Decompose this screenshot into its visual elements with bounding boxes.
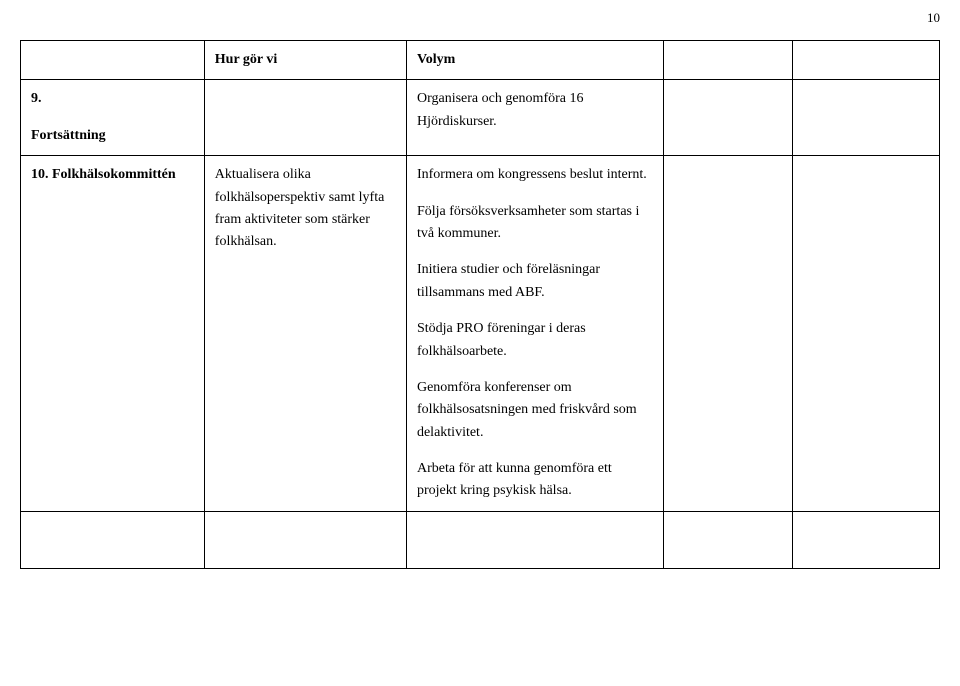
document-table-wrap: Hur gör vi Volym 9.Fortsättning Organiser… — [0, 0, 960, 589]
table-cell: 10. Folkhälsokommittén — [21, 156, 205, 512]
table-cell — [792, 511, 939, 568]
table-row — [21, 511, 940, 568]
table-cell — [664, 156, 793, 512]
page-number: 10 — [927, 10, 940, 26]
table-header-cell — [664, 41, 793, 80]
table-header-cell — [21, 41, 205, 80]
table-row: 9.Fortsättning Organisera och genomföra 1… — [21, 80, 940, 156]
table-cell — [664, 80, 793, 156]
table-header-cell — [792, 41, 939, 80]
table-row: 10. FolkhälsokommitténAktualisera olika … — [21, 156, 940, 512]
table-cell: Aktualisera olika folkhälsoperspektiv sa… — [204, 156, 406, 512]
table-header-cell: Hur gör vi — [204, 41, 406, 80]
table-cell: Organisera och genomföra 16 Hjördiskurse… — [406, 80, 663, 156]
table-header-cell: Volym — [406, 41, 663, 80]
table-cell — [664, 511, 793, 568]
table-cell: 9.Fortsättning — [21, 80, 205, 156]
document-table: Hur gör vi Volym 9.Fortsättning Organiser… — [20, 40, 940, 569]
table-cell — [406, 511, 663, 568]
table-cell — [204, 80, 406, 156]
table-cell: Informera om kongressens beslut internt.… — [406, 156, 663, 512]
table-header-row: Hur gör vi Volym — [21, 41, 940, 80]
table-cell — [792, 156, 939, 512]
table-cell — [21, 511, 205, 568]
table-body: 9.Fortsättning Organisera och genomföra 1… — [21, 80, 940, 568]
table-cell — [204, 511, 406, 568]
table-cell — [792, 80, 939, 156]
